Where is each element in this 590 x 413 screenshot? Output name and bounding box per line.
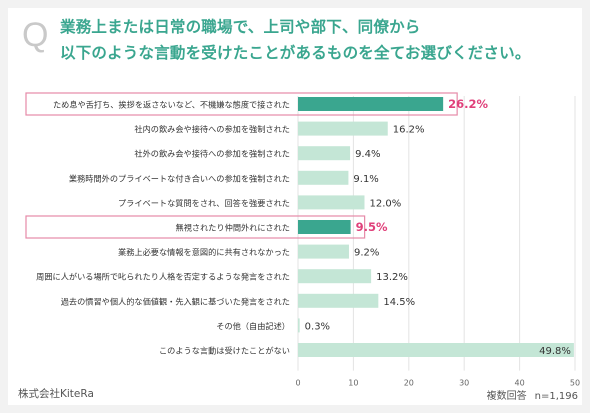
bar xyxy=(298,244,349,259)
value-label: 9.1% xyxy=(353,174,378,185)
category-label: 業務上必要な情報を意図的に共有されなかった xyxy=(118,247,290,257)
bar xyxy=(298,170,349,185)
x-tick-label: 10 xyxy=(348,379,358,388)
category-label: 社内の飲み会や接待への参加を強制された xyxy=(134,124,290,134)
bar xyxy=(298,121,388,136)
category-label: 周囲に人がいる場所で叱られたり人格を否定するような発言をされた xyxy=(36,272,290,282)
value-label: 49.8% xyxy=(539,346,571,357)
category-label: 無視されたり仲間外れにされた xyxy=(176,223,290,233)
category-label: その他（自由記述） xyxy=(216,321,290,331)
category-label: 過去の慣習や個人的な価値観・先入観に基づいた発言をされた xyxy=(61,296,290,306)
x-tick-layer: 0 10 20 30 40 50 xyxy=(295,379,580,388)
bar xyxy=(298,269,372,284)
x-tick-label: 40 xyxy=(515,379,525,388)
x-tick-label: 0 xyxy=(295,379,300,388)
value-label: 12.0% xyxy=(369,198,401,209)
company-name: 株式会社KiteRa xyxy=(18,388,94,400)
value-label: 9.5% xyxy=(356,220,388,234)
value-label: 26.2% xyxy=(448,97,488,111)
category-label: プライベートな質問をされ、回答を強要された xyxy=(118,198,290,208)
value-label: 9.2% xyxy=(354,248,379,259)
value-label: 13.2% xyxy=(376,272,408,283)
value-label: 16.2% xyxy=(393,125,425,136)
highlight-box-layer xyxy=(25,92,458,239)
category-label: 業務時間外のプライベートな付き合いへの参加を強制された xyxy=(69,173,290,183)
category-label: ため息や舌打ち、挨拶を返さないなど、不機嫌な態度で接された xyxy=(53,100,290,110)
category-label: 社外の飲み会や接待への参加を強制された xyxy=(134,149,290,159)
highlight-box xyxy=(25,215,366,239)
highlight-box xyxy=(25,92,458,116)
answer-type: 複数回答 xyxy=(486,391,527,402)
value-label: 9.4% xyxy=(355,149,380,160)
bar-layer xyxy=(298,97,574,357)
chart-card xyxy=(8,8,582,405)
bar xyxy=(298,97,444,111)
category-label-layer: ため息や舌打ち、挨拶を返さないなど、不機嫌な態度で接された社内の飲み会や接待への… xyxy=(36,100,290,356)
value-label-layer: 26.2% 16.2% 9.4% 9.1% 12.0% 9.5% 9.2% 13.2% 14.5… xyxy=(305,97,571,357)
question-line-2: 以下のような言動を受けたことがあるものを全てお選びください。 xyxy=(60,44,531,62)
bar xyxy=(298,293,379,308)
bar xyxy=(298,146,351,161)
category-label: このような言動は受けたことがない xyxy=(159,346,290,356)
sample-size: n=1,196 xyxy=(534,391,578,402)
x-tick-label: 20 xyxy=(404,379,414,388)
x-tick-label: 30 xyxy=(459,379,469,388)
x-tick-label: 50 xyxy=(570,379,580,388)
bar xyxy=(298,195,365,210)
question-line-1: 業務上または日常の職場で、上司や部下、同僚から xyxy=(60,18,421,36)
question-text: 業務上または日常の職場で、上司や部下、同僚から 以下のような言動を受けたことがあ… xyxy=(60,14,580,66)
footer-note: 複数回答 n=1,196 xyxy=(487,387,578,402)
bar xyxy=(298,343,574,357)
bar xyxy=(298,220,351,234)
value-label: 14.5% xyxy=(383,297,415,308)
bar xyxy=(298,318,300,333)
question-mark: Q xyxy=(22,16,49,54)
value-label: 0.3% xyxy=(305,321,330,332)
